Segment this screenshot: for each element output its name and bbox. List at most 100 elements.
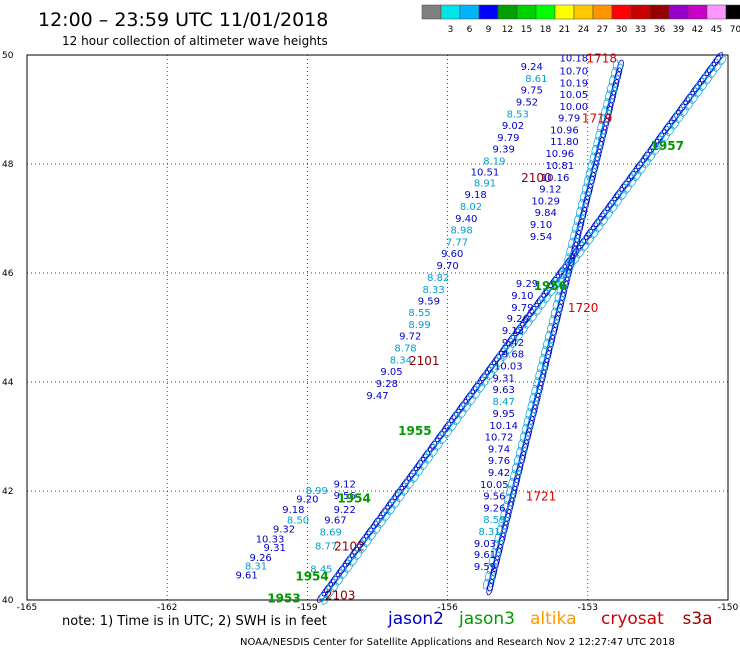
wave-height-label: 10.03: [494, 362, 523, 373]
track-marker: [326, 589, 334, 599]
time-annotation: 1954: [295, 569, 328, 583]
track-marker: [586, 235, 595, 246]
track-marker: [402, 486, 410, 496]
track-marker: [629, 178, 637, 188]
wave-height-label: 10.33: [256, 534, 285, 545]
wave-height-label: 9.29: [516, 279, 538, 290]
track-marker: [607, 82, 613, 94]
colorbar-swatch: [592, 4, 613, 20]
x-tick-label: -150: [718, 603, 739, 613]
colorbar-label: 3: [448, 25, 454, 35]
track-marker: [662, 133, 670, 143]
colorbar-label: 70: [730, 25, 740, 35]
track-marker: [614, 197, 623, 207]
track-marker: [378, 518, 386, 528]
colorbar-swatch: [611, 4, 632, 20]
track-marker: [416, 467, 424, 477]
wave-height-label: 9.26: [483, 503, 505, 514]
wave-height-label: 8.47: [493, 397, 515, 408]
wave-height-label: 9.59: [418, 296, 440, 307]
colorbar-label: 12: [502, 25, 513, 35]
time-annotation: 1954: [337, 492, 370, 506]
track-marker: [553, 280, 561, 291]
colorbar-swatch: [440, 4, 461, 20]
track-marker: [523, 416, 530, 427]
track-marker: [605, 210, 613, 220]
wave-height-label: 9.63: [493, 385, 515, 396]
track-marker: [612, 59, 619, 70]
plot-frame: [26, 54, 729, 601]
track-marker: [488, 575, 495, 588]
track-marker: [519, 431, 526, 442]
track-marker: [531, 385, 538, 396]
track-marker: [494, 532, 501, 543]
track-marker: [633, 171, 642, 181]
colorbar-swatch: [421, 4, 442, 20]
wave-height-label: 10.14: [489, 421, 518, 432]
wave-height-label: 9.05: [380, 367, 402, 378]
colorbar-swatch: [478, 4, 499, 20]
track-marker: [321, 595, 330, 605]
time-annotation: 2103: [325, 589, 356, 603]
track-marker: [491, 364, 500, 374]
track-marker: [472, 390, 481, 400]
wave-height-label: 9.70: [436, 261, 458, 272]
wave-height-label: 9.52: [516, 97, 538, 108]
wave-height-label: 9.31: [493, 374, 515, 385]
wave-height-label: 9.42: [502, 338, 524, 349]
track-marker: [392, 499, 401, 509]
track-marker: [354, 550, 363, 560]
track-marker: [496, 357, 505, 368]
track-marker: [508, 478, 514, 489]
chart-subtitle: 12 hour collection of altimeter wave hei…: [62, 34, 328, 48]
colorbar-label: 45: [711, 25, 722, 35]
wave-height-label: 9.20: [296, 495, 318, 506]
track-marker: [593, 136, 600, 148]
track-marker: [600, 216, 609, 226]
y-tick-label: 46: [2, 269, 14, 279]
wave-height-label: 8.82: [427, 273, 449, 284]
track-marker: [605, 90, 611, 101]
wave-height-label: 8.33: [422, 285, 444, 296]
track-marker: [515, 332, 524, 342]
colorbar-swatch: [687, 4, 708, 20]
legend-altika: altika: [530, 609, 577, 629]
track-marker: [597, 121, 603, 132]
legend-jason3: jason3: [458, 609, 515, 629]
wave-height-label: 9.68: [502, 350, 524, 361]
track-marker: [572, 222, 578, 233]
track-marker: [548, 315, 555, 326]
legend-s3a: s3a: [683, 609, 713, 629]
time-annotation: 2102: [334, 540, 365, 554]
track-marker: [581, 183, 588, 194]
track-marker: [504, 493, 510, 504]
wave-height-label: 10.16: [541, 173, 570, 184]
track-marker: [558, 276, 565, 287]
track-marker: [525, 408, 532, 419]
track-marker: [585, 167, 592, 179]
track-jason2: [482, 59, 624, 596]
wave-height-label: 8.34: [390, 356, 412, 367]
y-tick-label: 40: [2, 596, 14, 606]
track-marker: [647, 152, 656, 162]
track-marker: [486, 582, 493, 596]
colorbar-swatch: [554, 4, 575, 20]
wave-height-label: 10.29: [531, 197, 560, 208]
colorbar-label: 39: [673, 25, 685, 35]
track-marker: [676, 113, 684, 124]
track-marker: [550, 307, 557, 318]
track-marker: [537, 361, 543, 373]
track-marker: [454, 415, 462, 425]
colorbar-label: 30: [616, 25, 628, 35]
wave-height-label: 9.40: [455, 214, 477, 225]
track-marker: [714, 62, 722, 72]
wave-height-label: 8.77: [315, 542, 337, 553]
track-marker: [539, 300, 547, 310]
track-marker: [671, 120, 680, 130]
track-marker: [512, 462, 518, 473]
track-marker: [652, 146, 661, 156]
track-marker: [420, 460, 429, 470]
track-marker: [411, 473, 420, 483]
